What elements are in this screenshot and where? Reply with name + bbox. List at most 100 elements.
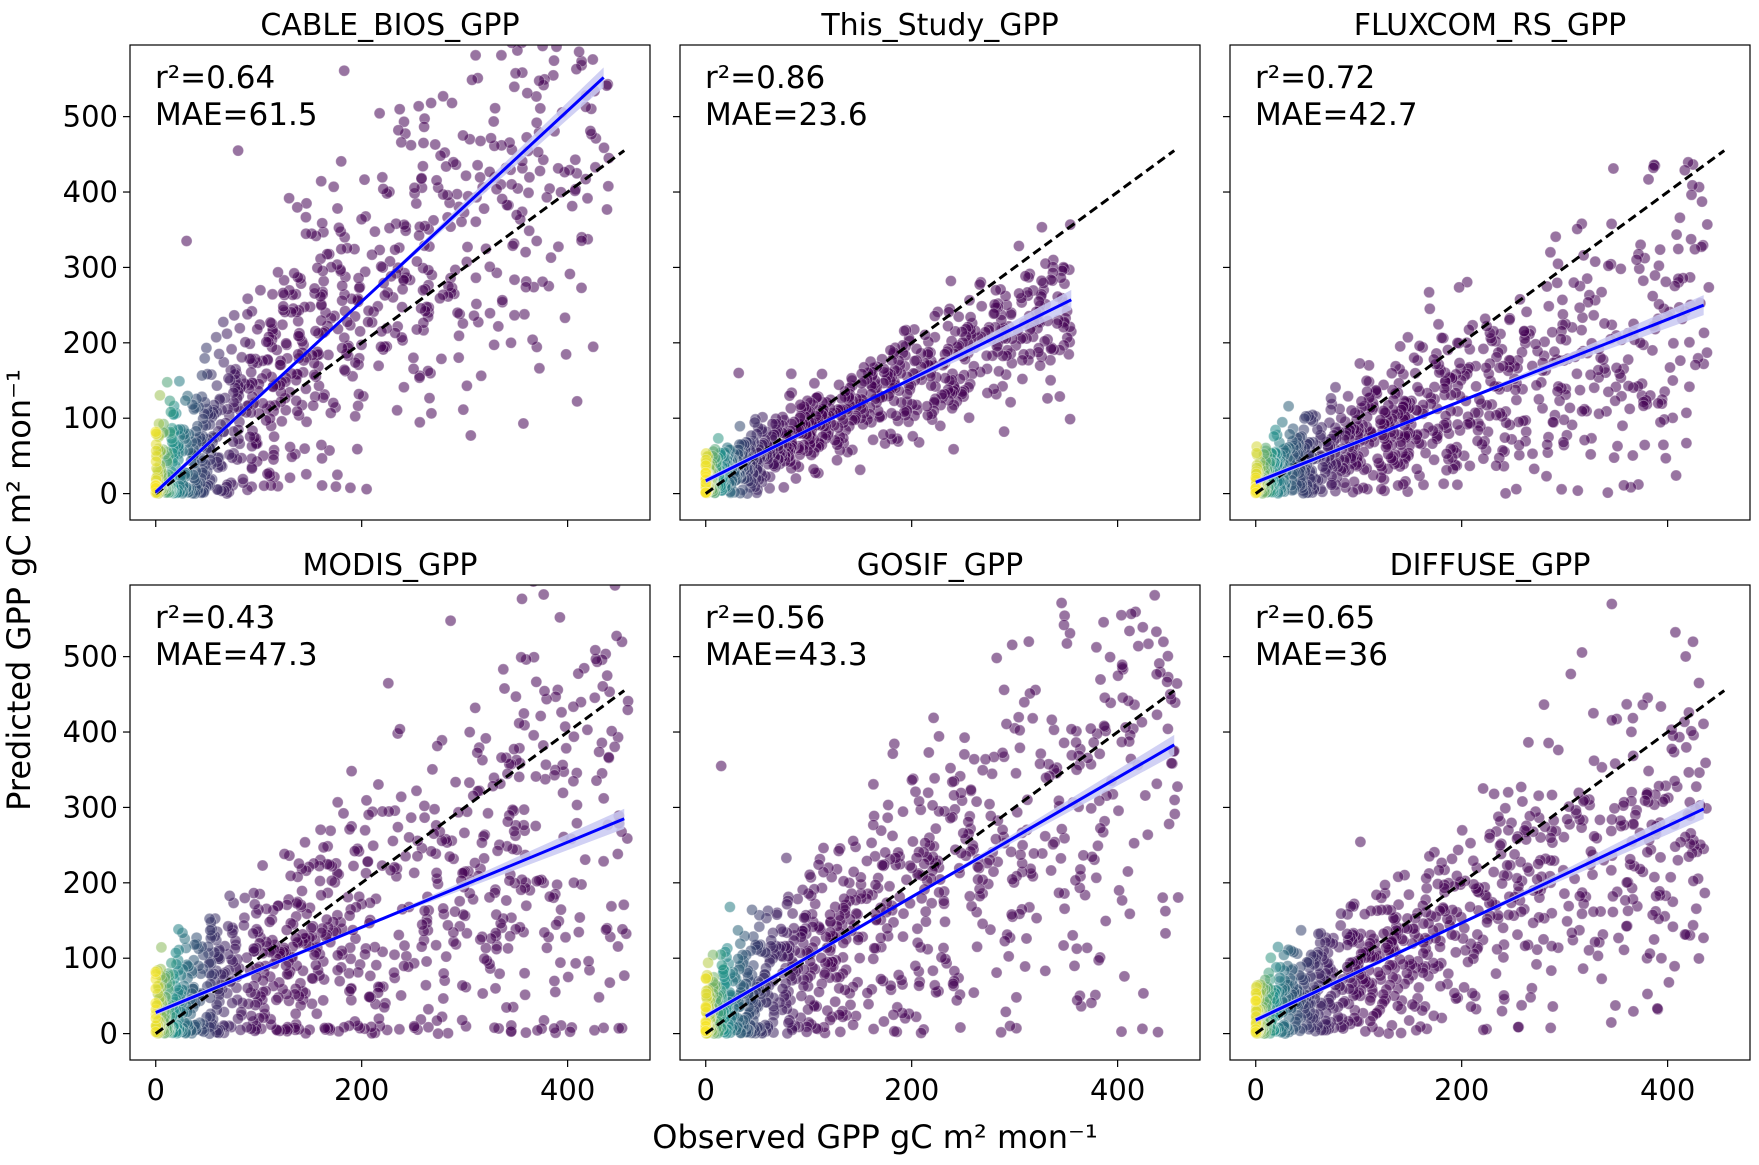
data-point — [376, 171, 389, 184]
data-point — [976, 917, 989, 930]
data-point — [1438, 382, 1451, 395]
data-point — [597, 855, 610, 868]
data-point — [543, 7, 554, 18]
data-point — [906, 774, 918, 786]
data-point — [504, 930, 517, 943]
data-point — [782, 1017, 795, 1029]
data-point — [1616, 419, 1629, 432]
data-point — [1659, 275, 1672, 288]
data-point — [990, 833, 1002, 845]
data-point — [534, 710, 547, 722]
data-point — [876, 859, 889, 871]
data-point — [1687, 635, 1699, 648]
data-point — [500, 1001, 513, 1014]
data-point — [1606, 813, 1618, 826]
data-point — [518, 707, 530, 720]
data-point — [884, 344, 897, 357]
data-point — [1690, 902, 1703, 915]
data-point — [288, 267, 301, 280]
data-point — [210, 331, 223, 344]
data-point — [544, 1, 555, 12]
data-point — [588, 691, 601, 704]
data-point — [1451, 418, 1464, 431]
data-point — [315, 439, 328, 451]
data-point — [580, 25, 591, 36]
data-point — [1672, 854, 1684, 867]
data-point — [579, 853, 592, 866]
data-point — [1625, 726, 1638, 738]
data-point — [602, 751, 615, 764]
data-point — [571, 799, 583, 811]
data-point — [1515, 781, 1528, 793]
data-point — [1342, 390, 1354, 403]
data-point — [1571, 484, 1584, 497]
data-point — [1679, 928, 1691, 941]
data-point — [621, 704, 634, 716]
scatter-points — [699, 585, 1185, 1040]
data-point — [384, 864, 397, 877]
data-point — [909, 785, 922, 798]
data-point — [1562, 900, 1575, 912]
data-point — [868, 942, 881, 955]
data-point — [964, 311, 977, 324]
data-point — [398, 939, 411, 952]
data-point — [468, 309, 480, 322]
data-point — [318, 1022, 331, 1034]
data-point — [1592, 950, 1604, 962]
data-point — [1115, 736, 1128, 748]
data-point — [915, 1027, 927, 1039]
data-point — [222, 372, 235, 385]
data-point — [344, 481, 357, 494]
data-point — [492, 320, 505, 333]
data-point — [993, 365, 1005, 378]
data-point — [1541, 438, 1554, 451]
data-point — [575, 281, 588, 294]
data-point — [352, 399, 365, 412]
data-point — [929, 822, 942, 835]
data-point — [434, 149, 447, 162]
data-point — [510, 209, 523, 221]
data-point — [490, 183, 503, 196]
data-point — [396, 283, 409, 296]
data-point — [1163, 818, 1175, 830]
data-point — [1540, 470, 1553, 483]
data-point — [748, 416, 761, 429]
data-point — [453, 329, 465, 342]
data-point — [338, 64, 351, 77]
data-point — [349, 356, 362, 369]
data-point — [530, 676, 543, 688]
data-point — [1641, 846, 1654, 859]
data-point — [1113, 884, 1125, 897]
data-point — [540, 758, 552, 771]
data-point — [1392, 479, 1404, 492]
y-tick-label: 0 — [100, 477, 118, 511]
data-point — [1325, 392, 1337, 405]
data-point — [311, 261, 324, 274]
data-point — [1647, 161, 1660, 174]
data-point — [150, 455, 163, 468]
figure-xlabel: Observed GPP gC m² mon⁻¹ — [652, 1118, 1097, 1156]
data-point — [734, 420, 746, 433]
data-point — [405, 139, 417, 152]
data-point — [933, 886, 945, 899]
data-point — [408, 1020, 421, 1033]
data-point — [530, 770, 542, 783]
data-point — [422, 1021, 435, 1034]
data-point — [398, 960, 410, 972]
data-point — [732, 367, 745, 379]
data-point — [1488, 788, 1500, 800]
data-point — [418, 904, 431, 917]
data-point — [1463, 323, 1475, 336]
data-point — [575, 234, 588, 247]
data-point — [1685, 725, 1698, 738]
data-point — [881, 811, 894, 824]
data-point — [603, 976, 616, 989]
data-point — [358, 173, 371, 186]
data-point — [559, 931, 572, 944]
data-point — [1487, 866, 1500, 878]
data-point — [1687, 919, 1699, 932]
data-point — [1664, 871, 1677, 884]
data-point — [1492, 810, 1505, 823]
data-point — [1619, 894, 1632, 907]
